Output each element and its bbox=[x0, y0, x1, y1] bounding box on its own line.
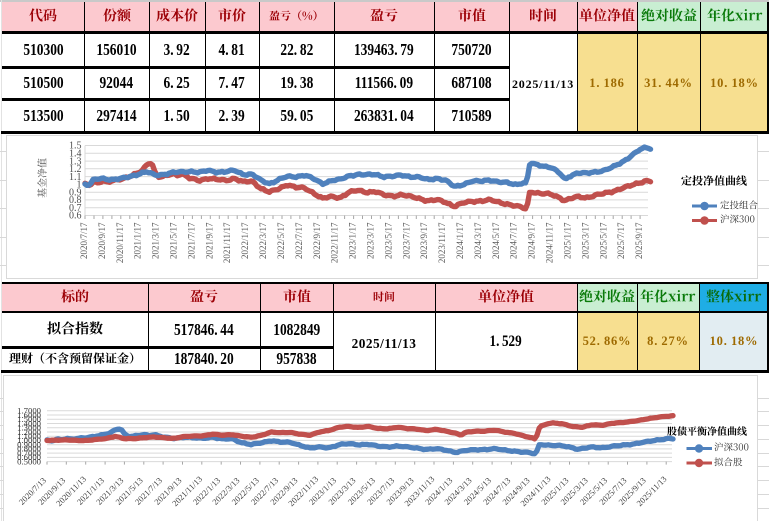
svg-text:2025/5/17: 2025/5/17 bbox=[598, 222, 608, 259]
svg-text:2025/9/17: 2025/9/17 bbox=[634, 222, 644, 259]
svg-text:1.4: 1.4 bbox=[69, 149, 82, 160]
svg-text:2020/11/17: 2020/11/17 bbox=[115, 222, 125, 263]
svg-text:2022/7/17: 2022/7/17 bbox=[294, 222, 304, 259]
svg-text:2024/3/17: 2024/3/17 bbox=[473, 222, 483, 259]
svg-text:0.5000: 0.5000 bbox=[17, 456, 42, 466]
svg-text:1.7000: 1.7000 bbox=[17, 406, 42, 416]
svg-text:2022/11/17: 2022/11/17 bbox=[330, 222, 340, 263]
svg-text:1: 1 bbox=[77, 180, 82, 191]
svg-text:2023/3/17: 2023/3/17 bbox=[366, 222, 376, 259]
svg-text:2021/9/17: 2021/9/17 bbox=[204, 222, 214, 259]
svg-text:2021/1/17: 2021/1/17 bbox=[133, 222, 143, 259]
svg-text:2024/7/17: 2024/7/17 bbox=[509, 222, 519, 259]
svg-text:2023/11/17: 2023/11/17 bbox=[437, 222, 447, 263]
svg-text:2024/1/17: 2024/1/17 bbox=[455, 222, 465, 259]
svg-text:0.8: 0.8 bbox=[69, 195, 82, 206]
svg-text:2021/3/17: 2021/3/17 bbox=[151, 222, 161, 259]
svg-text:2023/7/17: 2023/7/17 bbox=[401, 222, 411, 259]
svg-text:0.9000: 0.9000 bbox=[17, 440, 42, 450]
svg-text:2020/9/17: 2020/9/17 bbox=[97, 222, 107, 259]
svg-text:2025/3/17: 2025/3/17 bbox=[580, 222, 590, 259]
svg-text:2020/7/17: 2020/7/17 bbox=[79, 222, 89, 259]
svg-text:0.7000: 0.7000 bbox=[17, 448, 42, 458]
svg-text:1.3: 1.3 bbox=[69, 156, 82, 167]
svg-text:1.5000: 1.5000 bbox=[17, 414, 42, 424]
svg-text:2022/9/17: 2022/9/17 bbox=[312, 222, 322, 259]
svg-text:1.3000: 1.3000 bbox=[17, 423, 42, 433]
svg-text:1.2: 1.2 bbox=[69, 164, 82, 175]
svg-text:0.7: 0.7 bbox=[69, 203, 82, 214]
svg-text:2024/9/17: 2024/9/17 bbox=[527, 222, 537, 259]
svg-text:0.6000: 0.6000 bbox=[17, 452, 42, 462]
svg-text:2022/3/17: 2022/3/17 bbox=[258, 222, 268, 259]
svg-text:1.0000: 1.0000 bbox=[17, 435, 42, 445]
svg-text:1.2000: 1.2000 bbox=[17, 427, 42, 437]
svg-text:0.6: 0.6 bbox=[69, 211, 82, 222]
svg-text:2023/5/17: 2023/5/17 bbox=[383, 222, 393, 259]
svg-text:2023/9/17: 2023/9/17 bbox=[419, 222, 429, 259]
svg-text:1.1000: 1.1000 bbox=[17, 431, 42, 441]
svg-text:1.5: 1.5 bbox=[69, 141, 82, 152]
svg-text:1.4000: 1.4000 bbox=[17, 418, 42, 428]
svg-text:2021/5/17: 2021/5/17 bbox=[169, 222, 179, 259]
svg-text:2022/5/17: 2022/5/17 bbox=[276, 222, 286, 259]
svg-text:2025/7/17: 2025/7/17 bbox=[616, 222, 626, 259]
svg-text:2024/11/17: 2024/11/17 bbox=[545, 222, 555, 263]
svg-text:0.9: 0.9 bbox=[69, 187, 82, 198]
svg-text:2025/1/17: 2025/1/17 bbox=[563, 222, 573, 259]
svg-text:0.8000: 0.8000 bbox=[17, 444, 42, 454]
svg-text:2023/1/17: 2023/1/17 bbox=[348, 222, 358, 259]
svg-text:2022/1/17: 2022/1/17 bbox=[240, 222, 250, 259]
svg-text:1.1: 1.1 bbox=[69, 172, 82, 183]
svg-text:2021/7/17: 2021/7/17 bbox=[186, 222, 196, 259]
svg-text:1.6000: 1.6000 bbox=[17, 410, 42, 420]
svg-text:2024/5/17: 2024/5/17 bbox=[491, 222, 501, 259]
svg-text:2021/11/17: 2021/11/17 bbox=[222, 222, 232, 263]
